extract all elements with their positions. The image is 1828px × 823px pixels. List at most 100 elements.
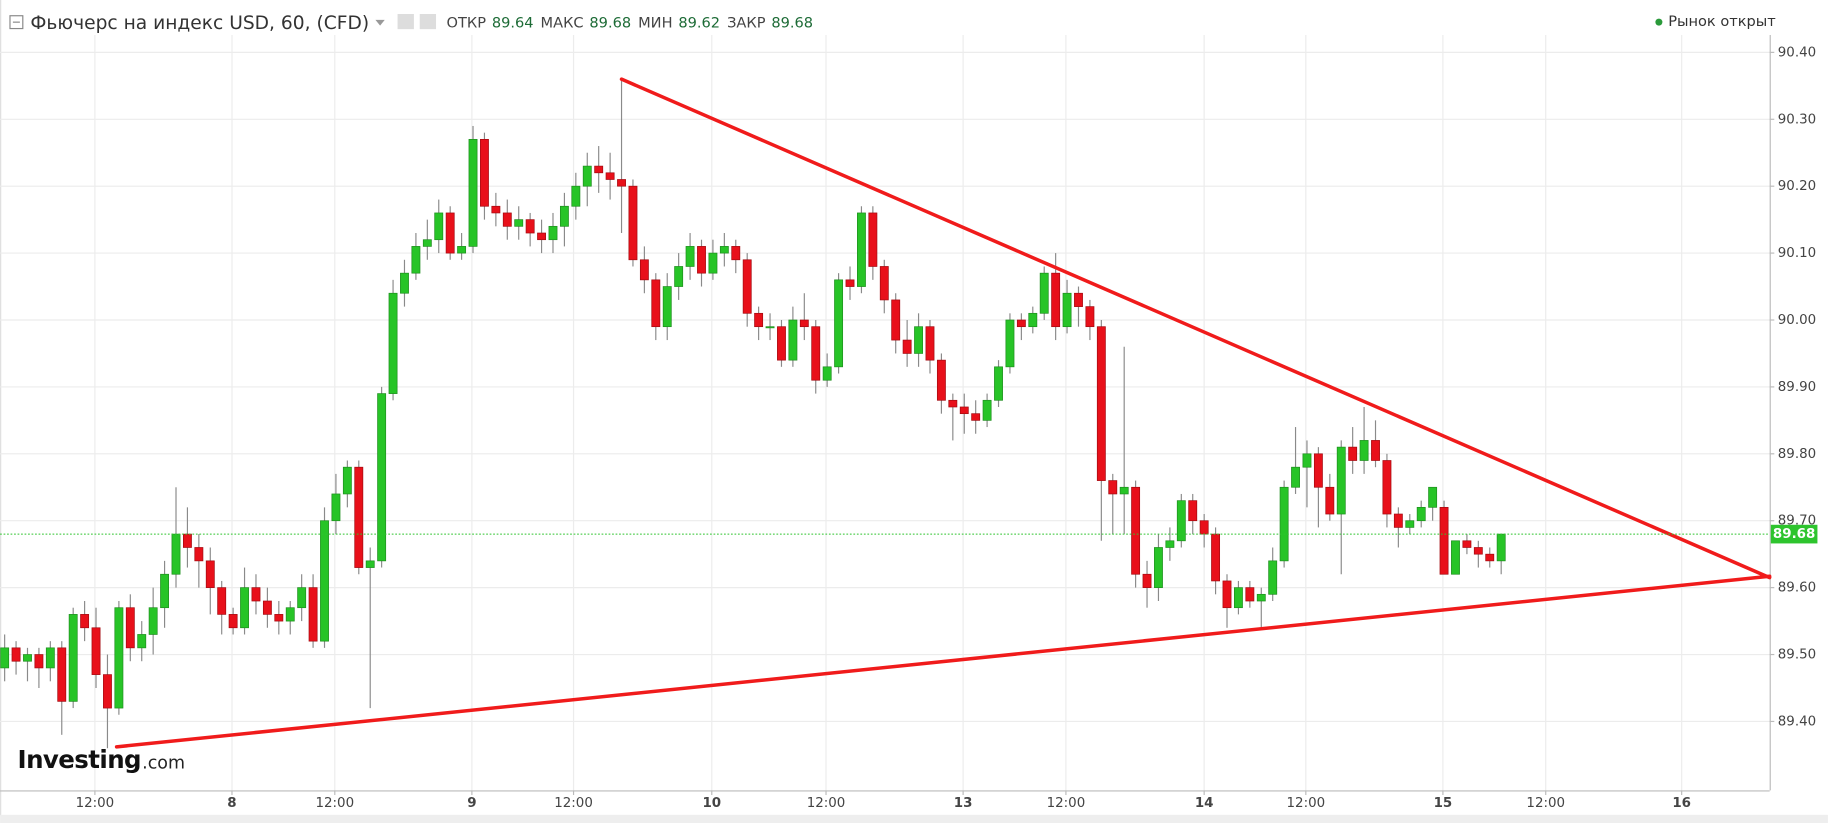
candle-body: [1108, 480, 1118, 495]
market-status: Рынок открыт: [1668, 13, 1776, 30]
candle-body: [297, 587, 307, 609]
candle-body: [1496, 533, 1506, 562]
candle-body: [1416, 506, 1426, 522]
candle-body: [525, 219, 535, 234]
candle-body: [1245, 587, 1255, 602]
candle-body: [777, 326, 786, 361]
candle-body: [502, 212, 512, 227]
candle-body: [1096, 326, 1106, 481]
candle-body: [1462, 540, 1472, 548]
last-price-label: 89.68: [1773, 527, 1815, 542]
candle-body: [1119, 486, 1129, 495]
candle-body: [1062, 292, 1072, 328]
candle-body: [1005, 319, 1015, 368]
grid: [0, 34, 1770, 791]
stat-label: ОТКР: [447, 14, 487, 31]
candle-body: [788, 319, 798, 361]
candle-body: [0, 647, 10, 669]
candle-body: [342, 466, 352, 495]
candle-body: [685, 246, 695, 267]
candle-body: [23, 654, 32, 662]
candle-body: [1142, 573, 1152, 588]
x-tick-label: 15: [1434, 796, 1453, 811]
candle-body: [548, 225, 558, 241]
candle-body: [240, 587, 249, 629]
candle-body: [1074, 292, 1083, 307]
candle-body: [1211, 533, 1221, 582]
candle-body: [582, 165, 592, 187]
candle-body: [308, 587, 318, 642]
candle-body: [868, 212, 878, 267]
candle-body: [742, 259, 752, 314]
y-tick-label: 90.10: [1778, 246, 1816, 261]
candle-body: [80, 614, 90, 629]
candle-body: [365, 560, 375, 568]
candle-body: [1359, 440, 1369, 461]
candle-body: [1405, 520, 1415, 528]
candle-body: [1439, 506, 1449, 575]
collapse-button[interactable]: [9, 15, 24, 30]
candle-body: [925, 326, 935, 361]
candle-body: [651, 279, 661, 328]
candle-body: [411, 246, 421, 274]
watermark: Investing .com: [18, 745, 185, 774]
candle-body: [45, 647, 55, 669]
y-tick-label: 90.00: [1778, 313, 1816, 328]
candle-body: [262, 600, 272, 615]
candle-body: [514, 219, 524, 227]
stat-value: 89.68: [589, 14, 631, 31]
candle-body: [731, 246, 741, 261]
trendline: [619, 77, 1772, 580]
candle-body: [1028, 312, 1038, 328]
stat-value: 89.68: [771, 14, 813, 31]
candle-body: [765, 326, 775, 329]
candle-body: [457, 246, 467, 254]
candle-body: [11, 647, 21, 662]
candle-body: [914, 326, 923, 354]
candle-body: [537, 232, 546, 241]
candle-body: [571, 185, 581, 207]
x-tick-label: 12:00: [1047, 796, 1086, 811]
dropdown-arrow[interactable]: [375, 19, 385, 26]
y-tick-label: 90.20: [1778, 179, 1816, 194]
candle-body: [68, 614, 78, 702]
candle-body: [617, 179, 626, 187]
y-tick-label: 89.90: [1778, 380, 1816, 395]
candle-body: [103, 674, 112, 709]
stat-label: МАКС: [541, 14, 584, 31]
y-tick-label: 90.40: [1778, 45, 1816, 60]
candle-body: [1222, 580, 1232, 609]
x-tick-label: 9: [467, 796, 476, 811]
settings-icon[interactable]: [419, 13, 437, 30]
y-tick-label: 89.80: [1778, 447, 1816, 462]
candle-body: [857, 212, 866, 287]
candle-body: [1371, 440, 1380, 461]
candle-body: [799, 319, 809, 328]
candle-body: [491, 205, 501, 214]
candle-body: [994, 366, 1003, 401]
candle-body: [57, 647, 67, 702]
candles: [0, 79, 1506, 749]
x-tick-label: 10: [702, 796, 721, 811]
candle-body: [891, 299, 901, 341]
candle-body: [1188, 500, 1198, 522]
settings-icon[interactable]: [397, 13, 414, 30]
x-tick-label: 12:00: [76, 796, 115, 811]
candle-body: [445, 212, 455, 254]
last-price-tag: [1770, 524, 1818, 544]
y-tick-label: 89.60: [1778, 581, 1816, 596]
candle-body: [1039, 272, 1049, 314]
candle-body: [1233, 587, 1243, 609]
candle-body: [1382, 460, 1392, 515]
candle-body: [194, 547, 204, 562]
candle-body: [160, 573, 170, 609]
candle-body: [971, 413, 981, 421]
header: Фьючерс на индекс USD, 60, (CFD) ОТКР 89.…: [9, 13, 1776, 34]
x-tick-label: 12:00: [807, 796, 846, 811]
chart-title: Фьючерс на индекс USD, 60, (CFD): [30, 13, 369, 34]
candle-body: [205, 560, 215, 588]
candle-body: [1279, 486, 1289, 562]
candle-body: [182, 533, 192, 548]
candle-body: [251, 587, 261, 602]
